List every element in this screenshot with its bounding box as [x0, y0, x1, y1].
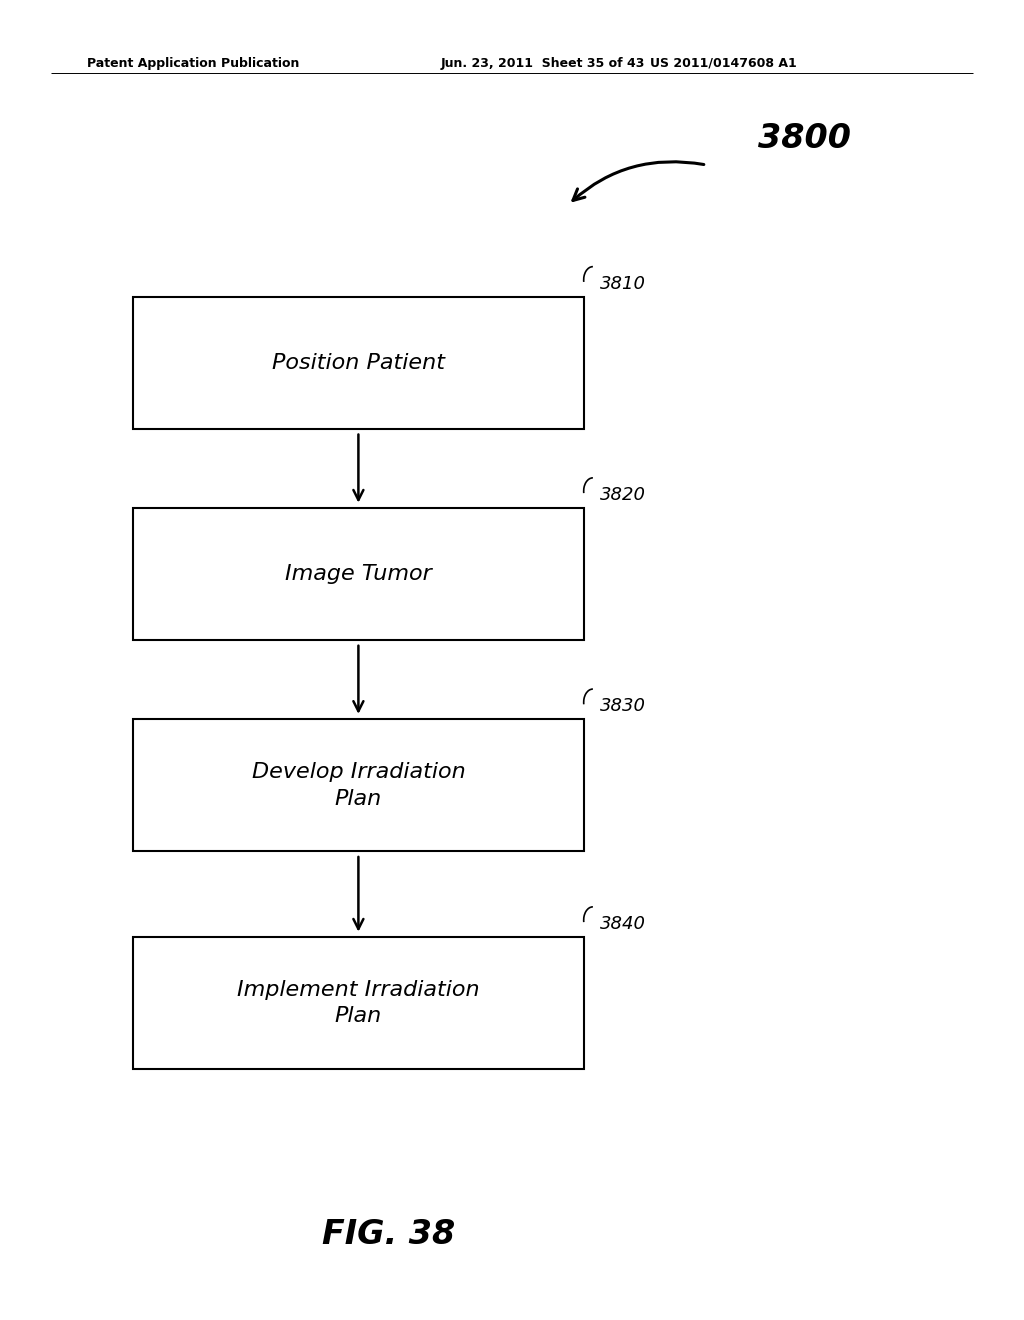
Text: 3810: 3810 — [600, 275, 646, 293]
Bar — [133, 508, 584, 640]
Text: FIG. 38: FIG. 38 — [323, 1217, 456, 1251]
Text: US 2011/0147608 A1: US 2011/0147608 A1 — [650, 57, 797, 70]
Bar — [133, 937, 584, 1069]
Text: Jun. 23, 2011  Sheet 35 of 43: Jun. 23, 2011 Sheet 35 of 43 — [440, 57, 645, 70]
Text: 3820: 3820 — [600, 486, 646, 504]
Bar — [133, 719, 584, 851]
Text: Patent Application Publication: Patent Application Publication — [87, 57, 299, 70]
Text: 3830: 3830 — [600, 697, 646, 715]
Text: 3800: 3800 — [758, 121, 851, 154]
Text: Implement Irradiation
Plan: Implement Irradiation Plan — [238, 979, 479, 1027]
Text: Develop Irradiation
Plan: Develop Irradiation Plan — [252, 762, 465, 809]
Text: Image Tumor: Image Tumor — [285, 564, 432, 585]
Bar — [133, 297, 584, 429]
Text: 3840: 3840 — [600, 915, 646, 933]
Text: Position Patient: Position Patient — [272, 352, 444, 374]
